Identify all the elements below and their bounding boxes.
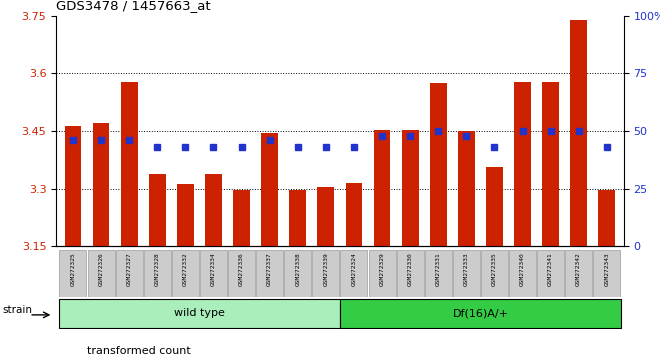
Text: wild type: wild type (174, 308, 225, 318)
Bar (425, 250, 451, 297)
Text: GSM272324: GSM272324 (351, 252, 356, 286)
Bar (177, 184, 194, 246)
Text: GSM272336: GSM272336 (239, 252, 244, 286)
Text: GSM272331: GSM272331 (436, 252, 441, 286)
Bar (565, 250, 592, 297)
Bar (200, 250, 227, 297)
Bar (543, 82, 559, 246)
Bar (284, 250, 312, 297)
Bar (144, 250, 171, 297)
Bar (317, 187, 334, 246)
Bar (228, 250, 255, 297)
Bar (65, 126, 81, 246)
Bar (148, 174, 166, 246)
Bar (172, 250, 199, 297)
Bar (88, 250, 115, 297)
Bar (341, 250, 368, 297)
Bar (368, 250, 395, 297)
Text: GSM272330: GSM272330 (408, 252, 412, 286)
Text: GSM272325: GSM272325 (71, 252, 75, 286)
Bar (514, 82, 531, 246)
Bar (121, 82, 137, 246)
Bar (289, 190, 306, 246)
Text: GSM272343: GSM272343 (605, 252, 609, 286)
Text: GSM272338: GSM272338 (295, 252, 300, 286)
Bar (340, 299, 621, 328)
Bar (599, 190, 615, 246)
Bar (312, 250, 339, 297)
Text: GSM272337: GSM272337 (267, 252, 272, 286)
Bar (537, 250, 564, 297)
Text: GSM272326: GSM272326 (98, 252, 104, 286)
Text: GSM272335: GSM272335 (492, 252, 497, 286)
Text: GSM272332: GSM272332 (183, 252, 188, 286)
Bar (256, 250, 283, 297)
Text: GDS3478 / 1457663_at: GDS3478 / 1457663_at (56, 0, 211, 12)
Bar (59, 299, 340, 328)
Bar (486, 167, 503, 246)
Bar (453, 250, 480, 297)
Bar (397, 250, 424, 297)
Text: GSM272341: GSM272341 (548, 252, 553, 286)
Bar (430, 83, 447, 246)
Bar (593, 250, 620, 297)
Bar (481, 250, 508, 297)
Text: strain: strain (3, 305, 33, 315)
Text: GSM272328: GSM272328 (154, 252, 160, 286)
Text: GSM272342: GSM272342 (576, 252, 581, 286)
Bar (115, 250, 143, 297)
Bar (458, 131, 475, 246)
Text: GSM272333: GSM272333 (464, 252, 469, 286)
Text: GSM272340: GSM272340 (520, 252, 525, 286)
Bar (346, 183, 362, 246)
Bar (509, 250, 536, 297)
Bar (205, 174, 222, 246)
Bar (92, 122, 110, 246)
Bar (59, 250, 86, 297)
Text: GSM272329: GSM272329 (379, 252, 385, 286)
Bar (374, 130, 391, 246)
Bar (261, 133, 278, 246)
Text: Df(16)A/+: Df(16)A/+ (452, 308, 508, 318)
Bar (570, 20, 587, 246)
Bar (233, 190, 250, 246)
Text: GSM272334: GSM272334 (211, 252, 216, 286)
Bar (402, 130, 418, 246)
Text: transformed count: transformed count (87, 346, 191, 354)
Text: GSM272327: GSM272327 (127, 252, 131, 286)
Text: GSM272339: GSM272339 (323, 252, 329, 286)
